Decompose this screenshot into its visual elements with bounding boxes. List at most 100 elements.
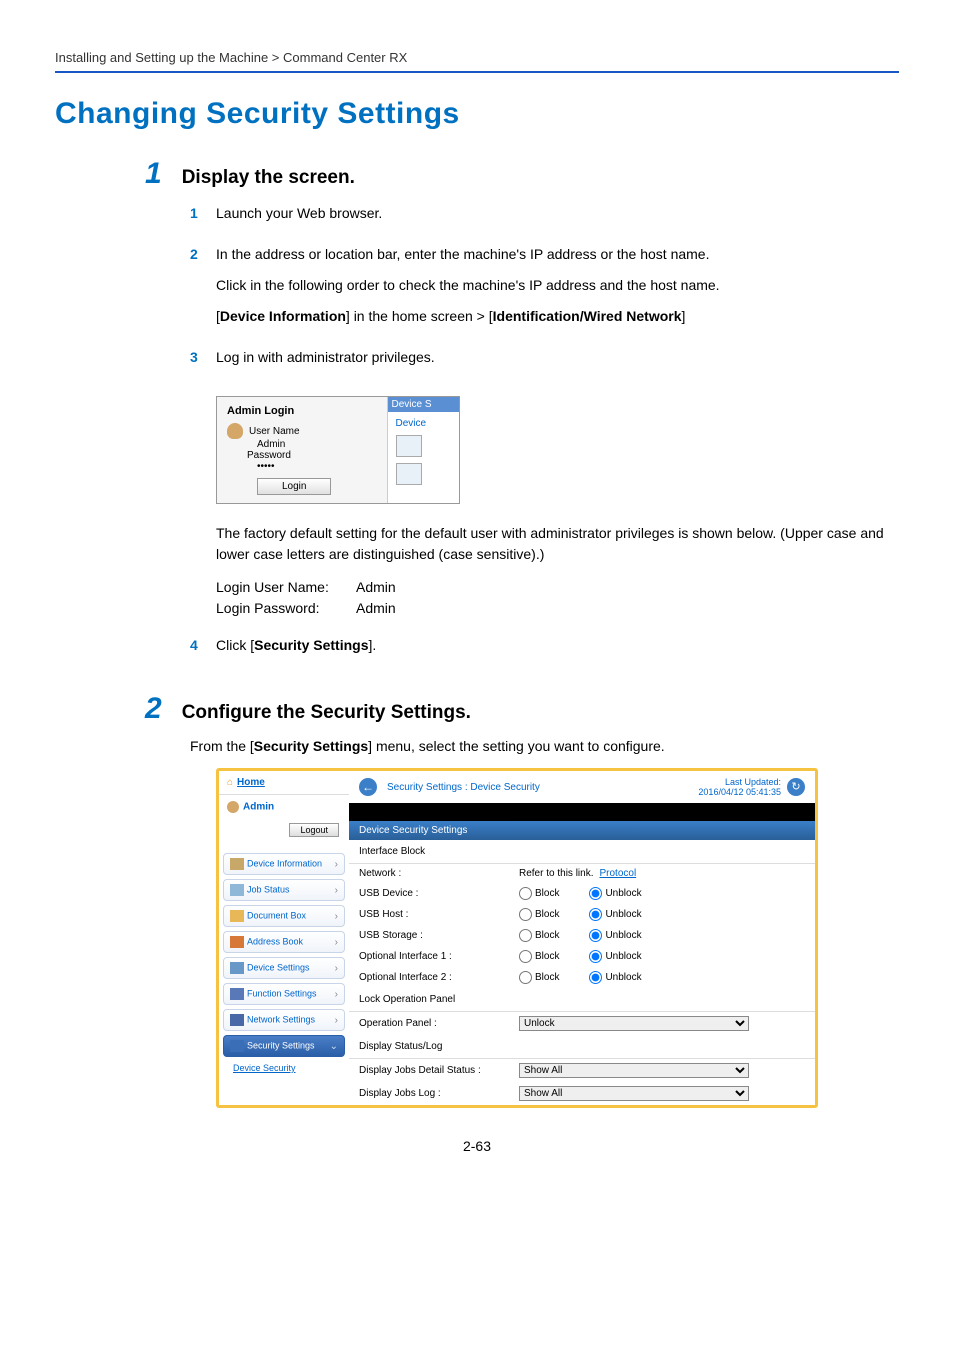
sidebar-item[interactable]: Job Status› (223, 879, 345, 901)
step-title: Configure the Security Settings. (182, 702, 471, 724)
setting-label: Network : (359, 868, 519, 879)
setting-select[interactable]: Show All (519, 1086, 749, 1101)
back-icon[interactable]: ← (359, 778, 377, 796)
block-radio[interactable]: Block (519, 929, 559, 942)
interface-block-header: Interface Block (349, 840, 815, 864)
setting-label: Display Jobs Detail Status : (359, 1065, 519, 1076)
factory-default-note: The factory default setting for the defa… (216, 523, 899, 565)
login-username-row: Login User Name:Admin (216, 577, 899, 598)
unblock-radio[interactable]: Unblock (589, 908, 641, 921)
nav-icon (230, 858, 244, 870)
setting-row: Display Jobs Detail Status :Show All (349, 1059, 815, 1082)
setting-label: USB Host : (359, 909, 519, 920)
admin-login-header: Admin Login (227, 405, 377, 417)
chevron-down-icon: ⌄ (330, 1041, 338, 1052)
nav-icon (230, 1014, 244, 1026)
admin-icon (227, 801, 239, 813)
home-link[interactable]: Home (237, 777, 265, 788)
main-heading: Changing Security Settings (55, 97, 899, 131)
nav-icon (230, 936, 244, 948)
setting-select[interactable]: Show All (519, 1063, 749, 1078)
chevron-right-icon: › (335, 885, 338, 896)
nav-icon (230, 988, 244, 1000)
setting-row: Optional Interface 2 :Block Unblock (349, 967, 815, 988)
sidebar-item-security[interactable]: Security Settings⌄ (223, 1035, 345, 1057)
user-icon (227, 423, 243, 439)
login-button[interactable]: Login (257, 478, 331, 495)
logout-button[interactable]: Logout (289, 823, 339, 837)
step-title: Display the screen. (182, 167, 355, 189)
home-icon: ⌂ (227, 777, 233, 788)
setting-select[interactable]: Unlock (519, 1016, 749, 1031)
admin-label: Admin (243, 802, 274, 813)
chevron-right-icon: › (335, 937, 338, 948)
setting-row: Network :Refer to this link. Protocol (349, 864, 815, 883)
printer-icon (396, 463, 422, 485)
nav-icon (230, 884, 244, 896)
substep-text: Log in with administrator privileges. (216, 347, 435, 378)
page-crumb: Security Settings : Device Security (387, 782, 698, 793)
setting-row: USB Device :Block Unblock (349, 883, 815, 904)
setting-label: USB Device : (359, 888, 519, 899)
password-value: ••••• (257, 461, 377, 472)
chevron-right-icon: › (335, 963, 338, 974)
step-number: 2 (145, 694, 162, 724)
monitor-icon (396, 435, 422, 457)
unblock-radio[interactable]: Unblock (589, 971, 641, 984)
nav-icon (230, 962, 244, 974)
login-password-row: Login Password:Admin (216, 598, 899, 619)
sidebar-item[interactable]: Device Settings› (223, 957, 345, 979)
substep-text: Click [Security Settings]. (216, 635, 376, 666)
security-settings-screenshot: ⌂ Home Admin Logout Device Information› Jo… (216, 768, 818, 1108)
sidebar-item[interactable]: Function Settings› (223, 983, 345, 1005)
nav-icon (230, 910, 244, 922)
sidebar-item[interactable]: Device Information› (223, 853, 345, 875)
protocol-link[interactable]: Protocol (599, 868, 636, 879)
block-radio[interactable]: Block (519, 887, 559, 900)
setting-row: Operation Panel :Unlock (349, 1012, 815, 1035)
chevron-right-icon: › (335, 859, 338, 870)
chevron-right-icon: › (335, 989, 338, 1000)
block-radio[interactable]: Block (519, 971, 559, 984)
lock-panel-header: Lock Operation Panel (349, 988, 815, 1012)
block-radio[interactable]: Block (519, 950, 559, 963)
substep-number: 1 (190, 203, 216, 234)
last-updated: Last Updated:2016/04/12 05:41:35 (698, 777, 781, 797)
device-link[interactable]: Device (396, 418, 452, 429)
device-header: Device S (388, 397, 460, 412)
substep-number: 3 (190, 347, 216, 378)
chevron-right-icon: › (335, 1015, 338, 1026)
sidebar-item[interactable]: Network Settings› (223, 1009, 345, 1031)
device-security-header: Device Security Settings (349, 821, 815, 840)
admin-login-screenshot: Admin Login User Name Admin Password •••… (216, 396, 460, 504)
setting-label: Optional Interface 1 : (359, 951, 519, 962)
breadcrumb: Installing and Setting up the Machine > … (55, 50, 899, 73)
step-number: 1 (145, 159, 162, 189)
setting-row: Optional Interface 1 :Block Unblock (349, 946, 815, 967)
setting-label: Optional Interface 2 : (359, 972, 519, 983)
refresh-icon[interactable]: ↻ (787, 778, 805, 796)
step-intro: From the [Security Settings] menu, selec… (190, 738, 899, 754)
page-number: 2-63 (55, 1138, 899, 1154)
unblock-radio[interactable]: Unblock (589, 929, 641, 942)
setting-row: USB Host :Block Unblock (349, 904, 815, 925)
unblock-radio[interactable]: Unblock (589, 887, 641, 900)
password-label: Password (247, 450, 377, 461)
unblock-radio[interactable]: Unblock (589, 950, 641, 963)
substep-number: 4 (190, 635, 216, 666)
display-status-header: Display Status/Log (349, 1035, 815, 1059)
block-radio[interactable]: Block (519, 908, 559, 921)
nav-icon (230, 1040, 244, 1052)
setting-label: Display Jobs Log : (359, 1088, 519, 1099)
setting-label: USB Storage : (359, 930, 519, 941)
substep-text: In the address or location bar, enter th… (216, 244, 720, 337)
setting-row: Display Jobs Log :Show All (349, 1082, 815, 1105)
substep-number: 2 (190, 244, 216, 337)
setting-label: Operation Panel : (359, 1018, 519, 1029)
sidebar-item[interactable]: Address Book› (223, 931, 345, 953)
sidebar-subitem[interactable]: Device Security (223, 1061, 345, 1075)
username-label: User Name (249, 426, 300, 437)
sidebar-item[interactable]: Document Box› (223, 905, 345, 927)
chevron-right-icon: › (335, 911, 338, 922)
substep-text: Launch your Web browser. (216, 203, 382, 234)
